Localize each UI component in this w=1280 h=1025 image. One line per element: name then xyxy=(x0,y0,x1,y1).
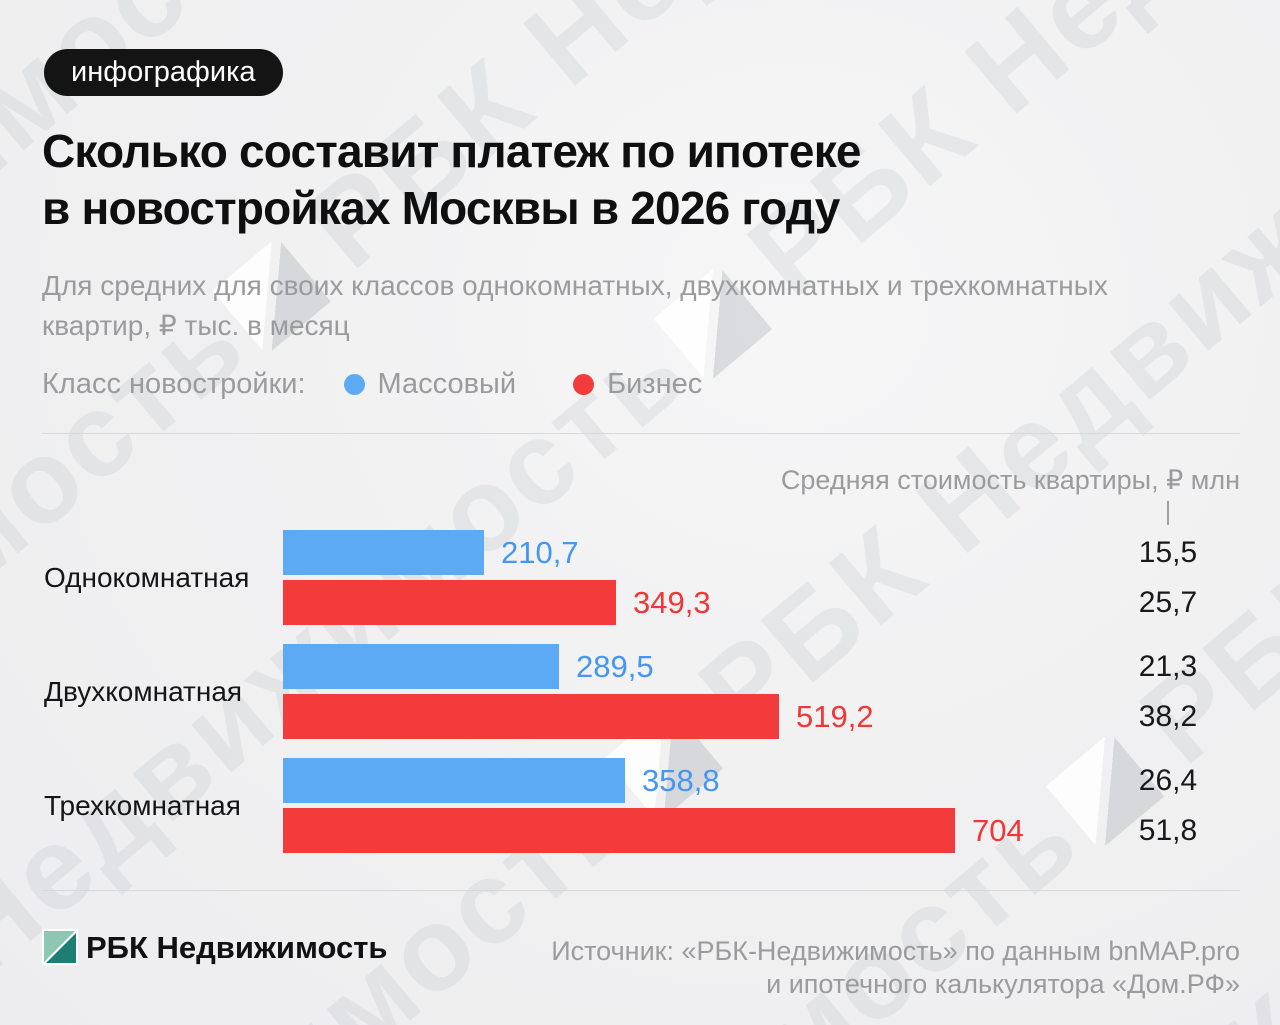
divider-bottom xyxy=(42,890,1240,891)
legend-dot-blue-icon xyxy=(343,374,365,395)
infographic-badge: инфографика xyxy=(44,49,283,96)
right-column-tick xyxy=(1167,501,1169,525)
bar-Бизнес-Трехкомнатная xyxy=(283,808,955,853)
page-title-line1: Сколько составит платеж по ипотеке xyxy=(42,125,862,177)
bar-value-label: 210,7 xyxy=(501,535,579,570)
legend-dot-red-icon xyxy=(573,374,595,395)
category-label: Двухкомнатная xyxy=(44,675,243,707)
legend-item-massovy: Массовый xyxy=(343,368,517,401)
avg-price-value: 15,5 xyxy=(1138,536,1198,569)
bar-value-label: 289,5 xyxy=(576,649,654,684)
subtitle-line2: квартир, ₽ тыс. в месяц xyxy=(42,310,350,341)
avg-price-value: 51,8 xyxy=(1138,814,1198,847)
avg-price-value: 21,3 xyxy=(1138,650,1198,683)
bar-Массовый-Двухкомнатная xyxy=(283,644,559,689)
rbc-logo-icon xyxy=(42,929,78,965)
avg-price-value: 25,7 xyxy=(1138,586,1198,619)
legend-label: Класс новостройки: xyxy=(42,368,306,400)
avg-price-value: 38,2 xyxy=(1138,700,1198,733)
divider-top xyxy=(42,433,1240,434)
subtitle-line1: Для средних для своих классов однокомнат… xyxy=(42,270,1108,301)
bar-Массовый-Трехкомнатная xyxy=(283,758,625,803)
source-line2: и ипотечного калькулятора «Дом.РФ» xyxy=(766,969,1240,999)
bar-Бизнес-Однокомнатная xyxy=(283,580,616,625)
legend-item-biznes: Бизнес xyxy=(573,368,702,401)
right-column-header: Средняя стоимость квартиры, ₽ млн xyxy=(780,465,1240,495)
bar-value-label: 704 xyxy=(972,813,1024,848)
source-line1: Источник: «РБК-Недвижимость» по данным b… xyxy=(551,936,1240,966)
category-label: Трехкомнатная xyxy=(44,789,241,821)
avg-price-value: 26,4 xyxy=(1138,764,1198,797)
bar-value-label: 358,8 xyxy=(642,763,720,798)
bar-Массовый-Однокомнатная xyxy=(283,530,484,575)
legend-item-label: Бизнес xyxy=(607,368,703,400)
category-label: Однокомнатная xyxy=(44,561,250,593)
legend-item-label: Массовый xyxy=(377,368,517,400)
bar-Бизнес-Двухкомнатная xyxy=(283,694,779,739)
footer-brand: РБК Недвижимость xyxy=(86,930,388,965)
chart-legend: Класс новостройки: Массовый Бизнес xyxy=(42,368,759,401)
page-title-line2: в новостройках Москвы в 2026 году xyxy=(42,182,840,234)
bar-value-label: 349,3 xyxy=(633,585,711,620)
bar-value-label: 519,2 xyxy=(796,699,874,734)
